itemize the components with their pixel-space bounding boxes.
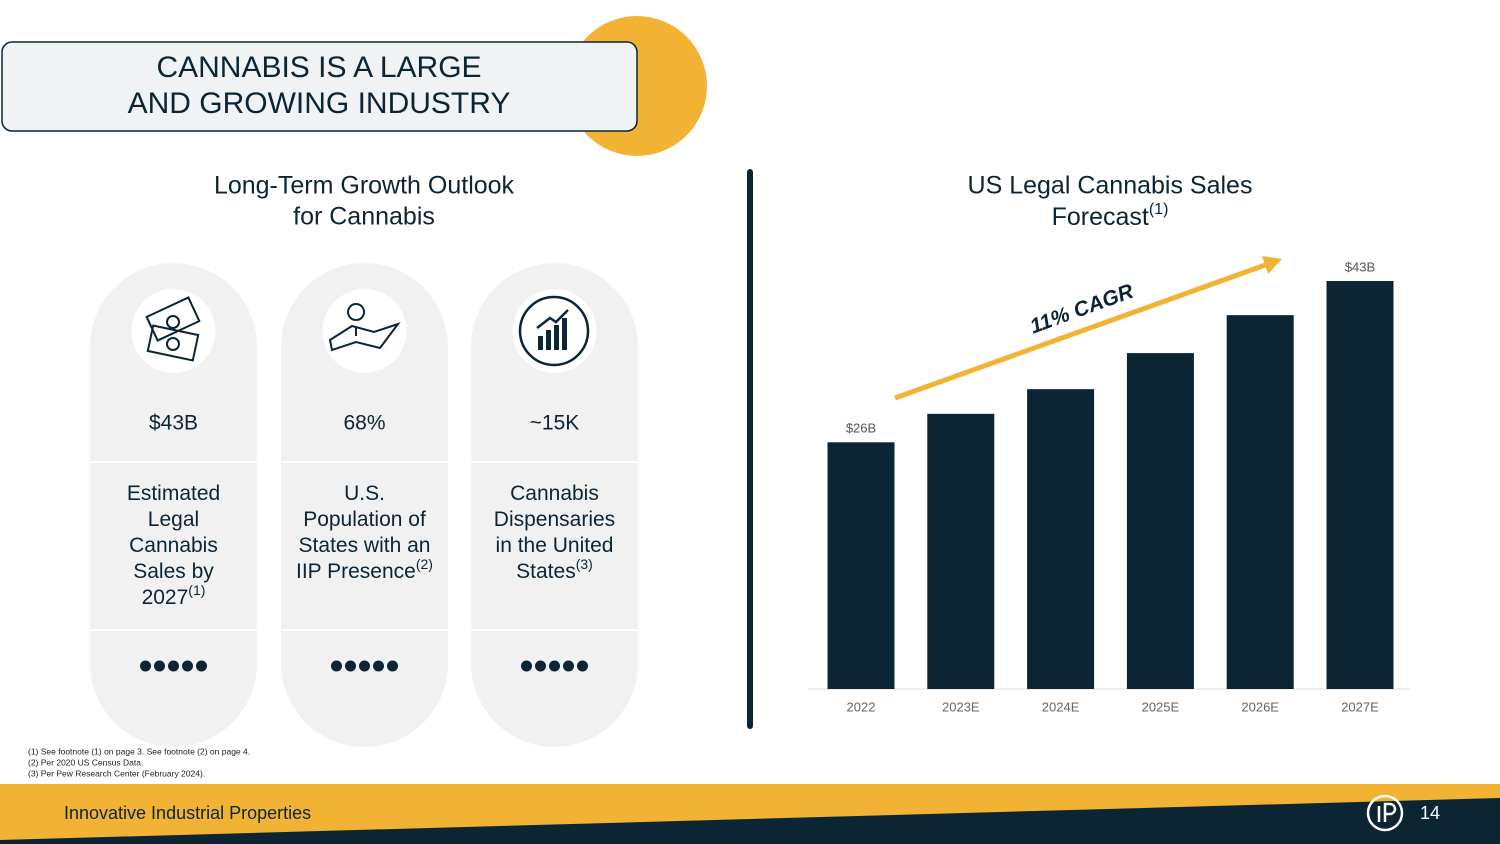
dot <box>373 660 384 672</box>
dot <box>140 660 151 672</box>
card-label: U.S. <box>344 482 385 505</box>
card-label: States <box>516 560 576 583</box>
footnote: (3) Per Pew Research Center (February 20… <box>28 768 205 778</box>
section-title: Long-Term Growth Outlook <box>214 172 515 200</box>
arrow-head <box>1262 256 1282 274</box>
card-label: States with an <box>299 534 431 557</box>
card-label: States with an <box>299 534 431 557</box>
bars: 2022 $26B 2023E 2024E 2025E 2026E 2027E $43B <box>827 259 1394 714</box>
card-label: 2027 <box>142 586 189 609</box>
page-number: 14 <box>1420 803 1440 823</box>
card <box>281 263 448 747</box>
card-label: Cannabis <box>129 534 218 557</box>
card-label: Population of <box>303 508 426 531</box>
footnote: (1) See footnote (1) on page 3. See foot… <box>28 746 250 756</box>
card <box>90 263 257 747</box>
card-label: Sales by <box>133 560 214 583</box>
bar <box>1027 389 1095 689</box>
company-name: Innovative Industrial Properties <box>64 803 311 823</box>
x-tick-label: 2025E <box>1142 699 1180 714</box>
card-label: Cannabis <box>510 482 599 505</box>
card-label: IIP Presence <box>296 560 416 583</box>
x-tick-label: 2027E <box>1341 699 1379 714</box>
card-label: U.S. <box>344 482 385 505</box>
dot <box>154 660 165 672</box>
dot <box>345 660 356 672</box>
card-label: States(3) <box>516 556 593 583</box>
bar <box>927 413 995 689</box>
dot <box>196 660 207 672</box>
dot <box>387 660 398 672</box>
card-label: IIP Presence(2) <box>296 556 433 583</box>
logo <box>1366 794 1404 832</box>
x-tick-label: 2024E <box>1042 699 1080 714</box>
card-label: in the United <box>496 534 614 557</box>
dot <box>359 660 370 672</box>
card-label: Legal <box>148 508 199 531</box>
card-label: Dispensaries <box>494 508 615 531</box>
footnote-ref: (3) <box>576 556 593 572</box>
icon-circle <box>322 289 407 373</box>
card-label: Cannabis <box>510 482 599 505</box>
card-label: in the United <box>496 534 614 557</box>
value-label: $43B <box>1345 259 1375 274</box>
slide-title: CANNABIS IS A LARGE <box>156 51 481 84</box>
icon-circle <box>131 289 216 373</box>
dot <box>182 660 193 672</box>
card-label: Legal <box>148 508 199 531</box>
card-label: Sales by <box>133 560 214 583</box>
chart-title: Forecast <box>1052 203 1149 231</box>
dot <box>535 660 546 672</box>
money-icon <box>145 296 201 362</box>
card-label: Population of <box>303 508 426 531</box>
bar <box>1326 281 1394 689</box>
value-label: $26B <box>846 421 876 436</box>
dot <box>563 660 574 672</box>
card-label: Dispensaries <box>494 508 615 531</box>
chart-title: Forecast(1) <box>1052 201 1169 230</box>
card-value: ~15K <box>530 412 580 435</box>
title-box <box>1 41 638 132</box>
footnote-ref: (2) <box>416 556 433 572</box>
bar <box>1226 315 1294 689</box>
card-value: 68% <box>343 412 385 435</box>
chart-title: US Legal Cannabis Sales <box>968 172 1253 200</box>
dot <box>168 660 179 672</box>
card-value: $43B <box>149 412 198 435</box>
card-label: 2027(1) <box>142 582 206 609</box>
card-label: Cannabis <box>129 534 218 557</box>
x-tick-label: 2026E <box>1241 699 1279 714</box>
logo-mark <box>1377 802 1397 822</box>
card-label: Estimated <box>127 482 220 505</box>
bar <box>827 442 895 689</box>
card <box>471 263 638 747</box>
slide-title: AND GROWING INDUSTRY <box>128 87 511 120</box>
bar <box>1126 353 1194 689</box>
dot <box>549 660 560 672</box>
map-icon <box>328 303 401 352</box>
x-tick-label: 2022 <box>847 699 876 714</box>
footnote: (2) Per 2020 US Census Data. <box>28 757 143 767</box>
x-tick-label: 2023E <box>942 699 980 714</box>
footnotes: (1) See footnote (1) on page 3. See foot… <box>28 746 250 778</box>
section-title: for Cannabis <box>293 203 435 231</box>
footer-navy <box>0 798 1500 844</box>
dot <box>331 660 342 672</box>
card-label: Estimated <box>127 482 220 505</box>
footnote-ref: (1) <box>1149 201 1169 218</box>
cagr-arrow <box>894 261 1269 401</box>
dot <box>577 660 588 672</box>
dot <box>521 660 532 672</box>
footnote-ref: (1) <box>188 582 205 598</box>
growth-icon <box>518 295 590 367</box>
